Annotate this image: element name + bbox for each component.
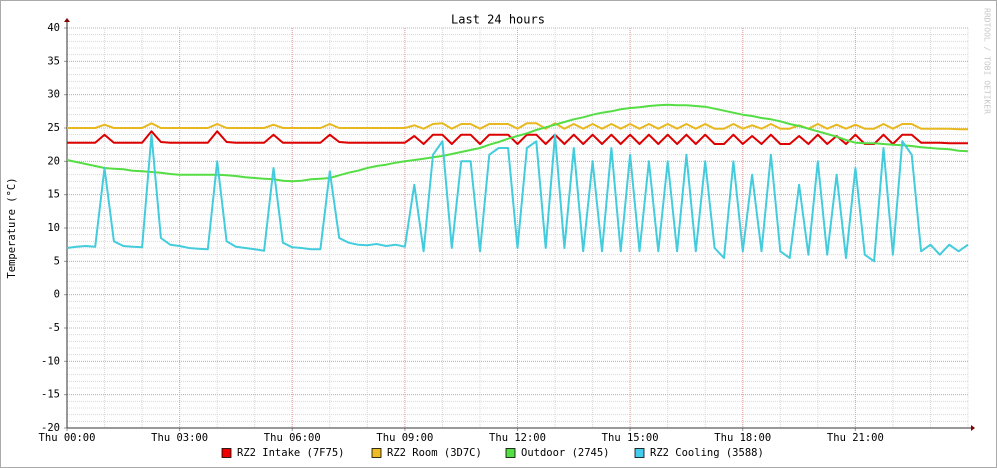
y-tick-label: 0	[54, 289, 60, 301]
y-tick-label: 10	[47, 222, 60, 234]
legend-swatch	[371, 448, 382, 458]
legend-swatch	[221, 448, 232, 458]
y-tick-label: 15	[47, 189, 60, 201]
x-tick-label: Thu 00:00	[39, 432, 96, 444]
axis-arrow	[64, 18, 70, 22]
x-tick-label: Thu 21:00	[827, 432, 884, 444]
legend-label: RZ2 Cooling (3588)	[650, 447, 764, 459]
legend-label: RZ2 Intake (7F75)	[237, 447, 344, 459]
x-tick-label: Thu 06:00	[264, 432, 321, 444]
line-series	[66, 133, 969, 263]
y-tick-label: 40	[47, 22, 60, 34]
x-tick-label: Thu 18:00	[714, 432, 771, 444]
watermark: RRDTOOL / TOBI OETIKER	[983, 8, 992, 114]
y-tick-label: -15	[41, 389, 60, 401]
y-tick-label: -5	[47, 322, 60, 334]
y-tick-label: -10	[41, 355, 60, 367]
line-series	[67, 122, 968, 131]
y-tick-label: -20	[41, 422, 60, 434]
y-axis-label: Temperature (°C)	[6, 177, 18, 278]
axis-arrow	[971, 425, 975, 431]
x-tick-label: Thu 03:00	[151, 432, 208, 444]
y-tick-label: 5	[54, 255, 60, 267]
line-series	[66, 103, 969, 183]
y-tick-label: 20	[47, 155, 60, 167]
y-tick-label: 35	[47, 55, 60, 67]
chart-title: Last 24 hours	[451, 13, 545, 27]
x-tick-label: Thu 15:00	[602, 432, 659, 444]
x-tick-label: Thu 12:00	[489, 432, 546, 444]
legend-swatch	[634, 448, 645, 458]
y-tick-label: 25	[47, 122, 60, 134]
legend-swatch	[505, 448, 516, 458]
legend-label: Outdoor (2745)	[521, 447, 610, 459]
y-tick-label: 30	[47, 89, 60, 101]
legend-label: RZ2 Room (3D7C)	[387, 447, 482, 459]
line-series	[67, 130, 968, 145]
x-tick-label: Thu 09:00	[376, 432, 433, 444]
